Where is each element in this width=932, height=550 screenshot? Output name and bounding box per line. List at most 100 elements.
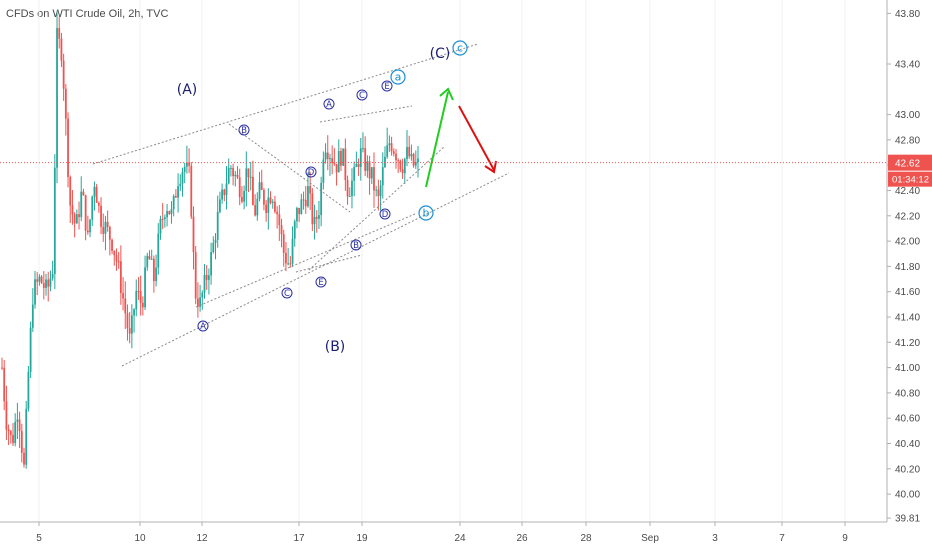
wave-label-circle: [238, 124, 250, 136]
candle-body: [340, 150, 342, 166]
candle-body: [247, 168, 250, 178]
time-axis-bg: [0, 522, 887, 550]
candle-body: [45, 279, 47, 288]
candle-body: [133, 309, 135, 316]
wave-label-circle: [379, 208, 391, 220]
candle-body: [216, 211, 219, 240]
price-tick-label: 41.80: [895, 262, 920, 273]
candle-body: [212, 243, 215, 253]
candle-body: [56, 28, 58, 168]
candle-body: [40, 276, 43, 284]
trendline: [319, 105, 413, 123]
candle-body: [25, 408, 28, 465]
candle-body: [254, 205, 257, 216]
trendlines: [92, 43, 510, 367]
price-axis[interactable]: 43.8043.4043.0042.8042.6042.4042.2042.00…: [886, 0, 932, 550]
candle-body: [373, 167, 375, 191]
candle-body: [36, 279, 39, 282]
wave-label-minor: C: [359, 91, 365, 101]
candle-body: [181, 171, 184, 184]
price-tick-label: 40.80: [895, 388, 920, 399]
wave-label-circle-cyan: [418, 205, 434, 221]
candle-body: [71, 205, 74, 215]
candle-body: [80, 191, 83, 218]
time-tick-label: 9: [842, 533, 848, 544]
candle-body: [20, 431, 23, 453]
candle-body: [311, 193, 314, 225]
candle-body: [263, 190, 265, 205]
price-tick-label: 40.60: [895, 414, 920, 425]
candle-body: [130, 315, 133, 334]
candle-body: [144, 267, 146, 308]
wave-label-minor: E: [318, 278, 323, 288]
candle-body: [117, 261, 120, 263]
projection-arrows: [425, 87, 497, 188]
time-tick-label: Sep: [641, 533, 659, 544]
wave-label-circle: [197, 320, 209, 332]
wave-label-minor: D: [382, 210, 389, 220]
candle-body: [245, 168, 248, 191]
wave-label-minor: B: [353, 241, 359, 251]
wave-label-circle: [281, 287, 293, 299]
candle-body: [307, 186, 309, 207]
candle-body: [199, 297, 201, 307]
price-tick-label: 40.20: [895, 464, 920, 475]
candle-body: [93, 186, 96, 197]
price-tick-label: 43.80: [895, 9, 920, 20]
candle-body: [368, 161, 371, 179]
candle-body: [320, 182, 323, 216]
axis-corner: [887, 522, 932, 550]
candle-body: [392, 151, 395, 154]
candle-body: [227, 168, 230, 184]
candle-body: [126, 313, 129, 329]
candle-body: [322, 159, 325, 183]
candle-body: [225, 183, 228, 196]
wave-label-subwave: c: [457, 42, 463, 55]
candle-body: [219, 199, 221, 212]
trendline: [121, 172, 510, 367]
wave-label-major: (B): [325, 339, 346, 355]
wave-label-circle: [350, 239, 362, 251]
candle-body: [238, 177, 241, 198]
arrow-up-line: [425, 91, 449, 188]
candle-body: [410, 153, 413, 157]
arrow-down-head: [484, 160, 497, 174]
wave-label-minor: D: [308, 168, 315, 178]
candle-body: [381, 167, 384, 186]
candle-body: [342, 148, 345, 166]
candle-body: [73, 214, 76, 224]
candle-body: [108, 226, 111, 240]
candle-body: [280, 225, 283, 235]
time-tick-label: 7: [779, 533, 785, 544]
candle-body: [183, 166, 186, 172]
candle-body: [29, 327, 32, 372]
candle-body: [309, 186, 312, 194]
candle-body: [289, 263, 292, 265]
candle-body: [406, 146, 408, 160]
candle-body: [201, 292, 204, 298]
price-tick-label: 41.20: [895, 338, 920, 349]
candle-body: [49, 278, 52, 287]
candle-body: [150, 258, 153, 260]
price-tick-label: 43.00: [895, 110, 920, 121]
wave-label-major: (A): [177, 82, 198, 98]
candle-body: [27, 371, 30, 409]
candle-body: [335, 164, 338, 173]
wave-label-circle: [356, 89, 368, 101]
candle-body: [64, 88, 67, 119]
candle-body: [51, 273, 54, 279]
candle-body: [5, 401, 8, 430]
candle-body: [104, 221, 107, 234]
candle-body: [69, 177, 72, 206]
candle-body: [119, 261, 122, 294]
candle-body: [137, 291, 140, 293]
time-axis[interactable]: 5 10 12 17 19 24 26 28 Sep 3 7 9: [0, 521, 932, 550]
candle-body: [172, 196, 175, 210]
candle-body: [412, 153, 415, 166]
current-price-label: 42.62: [895, 159, 920, 170]
candle-body: [174, 196, 177, 198]
candle-body: [300, 199, 303, 215]
candle-body: [293, 221, 296, 239]
candle-body: [155, 267, 157, 282]
